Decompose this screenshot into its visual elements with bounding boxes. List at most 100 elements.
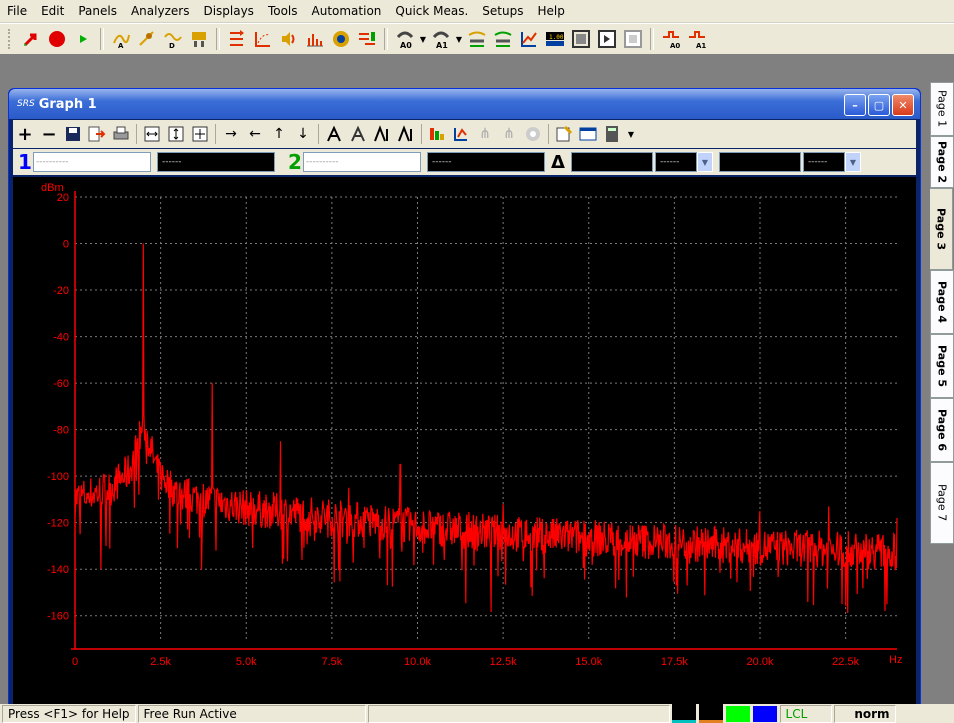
dropdown-arrow-icon[interactable]: ▼ [627, 129, 635, 139]
delta-unit-value: ------ [654, 152, 697, 172]
tab-page-4[interactable]: Page 4 [930, 270, 954, 334]
chevron-down-icon[interactable]: ▼ [844, 152, 861, 172]
measure-a-icon[interactable] [464, 27, 490, 51]
x-tick-label: 7.5k [321, 656, 342, 668]
tab-page-7[interactable]: Page 7 [930, 462, 954, 544]
target-icon[interactable] [328, 27, 354, 51]
autoscale-y-icon[interactable] [164, 122, 188, 146]
stop-icon[interactable] [44, 27, 70, 51]
window-icon[interactable] [594, 27, 620, 51]
tab-label: Page 6 [935, 408, 949, 451]
legend-icon[interactable] [425, 122, 449, 146]
menu-analyzers[interactable]: Analyzers [130, 4, 190, 18]
spectrum-chart[interactable]: 20 0 -20 -40 -60 -80 -100 -120 -140 -160 0 2.5k 5.0k… [13, 177, 916, 707]
x-tick-label: 17.5k [661, 656, 688, 668]
mdi-workspace: SRS Graph 1 – ▢ ✕ + − → ← ↑ ↓ [0, 54, 954, 710]
y-tick-label: -120 [47, 518, 69, 530]
x-tick-label: 15.0k [575, 656, 602, 668]
toolbar-grip[interactable] [8, 29, 13, 49]
dropdown-arrow-icon[interactable]: ▼ [455, 34, 463, 44]
dropdown-arrow-icon[interactable]: ▼ [419, 34, 427, 44]
arrow-up-icon[interactable]: ↑ [273, 126, 285, 142]
save-icon[interactable] [61, 122, 85, 146]
cursor-a1-icon[interactable] [370, 122, 394, 146]
arrow-left-icon[interactable]: ← [249, 126, 261, 142]
menu-quickmeas[interactable]: Quick Meas. [395, 4, 469, 18]
print-icon[interactable] [109, 122, 133, 146]
a1-filter-icon[interactable]: A1 [684, 27, 710, 51]
a0-filter-icon[interactable]: A0 [658, 27, 684, 51]
tab-page-1[interactable]: Page 1 [930, 82, 954, 136]
a1-icon[interactable]: A1 [428, 27, 454, 51]
x-tick-label: 0 [72, 656, 78, 668]
spectrum-plot[interactable]: 20 0 -20 -40 -60 -80 -100 -120 -140 -160 0 2.5k 5.0k… [13, 177, 916, 707]
tab-label: Page 4 [935, 280, 949, 323]
cursor-readout: 1 ---------- ------ 2 ---------- ------ … [13, 149, 916, 175]
menu-edit[interactable]: Edit [41, 4, 65, 18]
status-empty [367, 704, 670, 723]
bargraph-icon[interactable] [568, 27, 594, 51]
y-tick-label: -20 [53, 285, 69, 297]
zoom-in-icon[interactable]: + [17, 123, 33, 145]
sweep-icon[interactable] [224, 27, 250, 51]
svg-text:A: A [118, 42, 124, 49]
menu-displays[interactable]: Displays [203, 4, 254, 18]
histogram-icon[interactable] [302, 27, 328, 51]
restore-icon[interactable]: ▢ [868, 94, 890, 116]
ch1-unit-field[interactable]: ------ [157, 152, 275, 172]
graph-icon[interactable] [516, 27, 542, 51]
ch2-unit-field[interactable]: ------ [427, 152, 545, 172]
menu-bar: File Edit Panels Analyzers Displays Tools Auto… [0, 0, 954, 22]
calculator-icon[interactable] [600, 122, 624, 146]
ch2-value-field[interactable]: ---------- [303, 152, 421, 172]
zoom-out-icon[interactable]: − [41, 123, 57, 145]
tab-page-5[interactable]: Page 5 [930, 334, 954, 398]
reference-icon [521, 122, 545, 146]
autoscale-xy-icon[interactable] [188, 122, 212, 146]
y-tick-label: -40 [53, 332, 69, 344]
menu-setups[interactable]: Setups [482, 4, 524, 18]
cursor-a2-icon[interactable] [394, 122, 418, 146]
arrow-right-icon[interactable]: → [225, 126, 237, 142]
menu-automation[interactable]: Automation [311, 4, 382, 18]
a0-icon[interactable]: A0 [392, 27, 418, 51]
menu-file[interactable]: File [7, 4, 28, 18]
marker-icon[interactable] [449, 122, 473, 146]
analyzer-d-icon[interactable]: D [160, 27, 186, 51]
svg-text:A1: A1 [696, 42, 706, 49]
digital-io-icon[interactable] [186, 27, 212, 51]
tab-page-3[interactable]: Page 3 [930, 188, 953, 270]
analyzer-b-icon[interactable] [134, 27, 160, 51]
speaker-icon[interactable] [276, 27, 302, 51]
ch1-value-field[interactable]: ---------- [33, 152, 151, 172]
delta-value-field[interactable] [570, 152, 653, 172]
minimize-icon[interactable]: – [844, 94, 866, 116]
play-icon[interactable] [70, 27, 96, 51]
delta-unit-select[interactable]: ------ ▼ [654, 152, 713, 172]
y-tick-label: -60 [53, 378, 69, 390]
chevron-down-icon[interactable]: ▼ [696, 152, 713, 172]
status-lcl: LCL [779, 704, 832, 723]
arrow-down-icon[interactable]: ↓ [297, 126, 309, 142]
switch-icon[interactable] [354, 27, 380, 51]
export-icon[interactable] [85, 122, 109, 146]
tab-page-2[interactable]: Page 2 [930, 136, 954, 188]
window-titlebar[interactable]: SRS Graph 1 – ▢ ✕ [9, 89, 920, 119]
meter-icon[interactable]: 1.00 [542, 27, 568, 51]
close-icon[interactable]: ✕ [892, 94, 914, 116]
sweep-graph-icon[interactable] [250, 27, 276, 51]
cursor-b-icon[interactable] [346, 122, 370, 146]
delta-value2-field[interactable] [718, 152, 801, 172]
measure-b-icon[interactable] [490, 27, 516, 51]
menu-panels[interactable]: Panels [78, 4, 117, 18]
tab-page-6[interactable]: Page 6 [930, 398, 954, 462]
properties-icon[interactable] [552, 122, 576, 146]
analyzer-a-icon[interactable]: A [108, 27, 134, 51]
cursor-a-icon[interactable] [322, 122, 346, 146]
menu-help[interactable]: Help [537, 4, 565, 18]
go-icon[interactable] [18, 27, 44, 51]
autoscale-x-icon[interactable] [140, 122, 164, 146]
table-icon[interactable] [576, 122, 600, 146]
delta-unit2-select[interactable]: ------ ▼ [802, 152, 861, 172]
menu-tools[interactable]: Tools [267, 4, 298, 18]
